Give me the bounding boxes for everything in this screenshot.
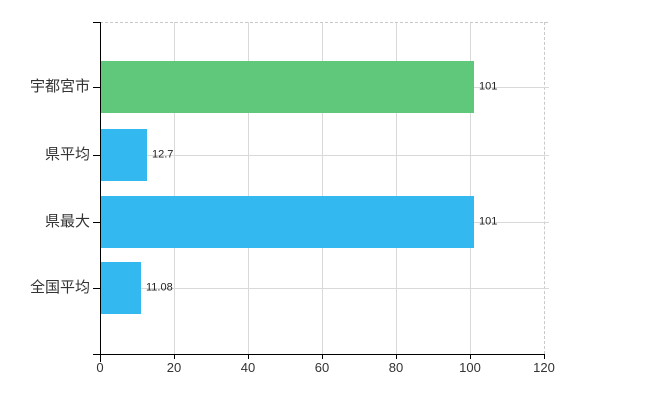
y-axis-tick xyxy=(93,87,100,88)
x-tick-label-5: 100 xyxy=(459,360,481,375)
y-axis-tick xyxy=(93,22,100,23)
bar-value-label: 12.7 xyxy=(152,148,174,161)
gridline-vertical xyxy=(470,22,471,354)
category-label-1: 県平均 xyxy=(44,146,90,163)
bar-3 xyxy=(100,262,141,314)
x-tick-label-2: 40 xyxy=(240,360,256,375)
x-axis-tick xyxy=(174,354,175,359)
x-axis-tick xyxy=(544,354,545,359)
bar-1 xyxy=(100,129,147,181)
y-axis-line xyxy=(100,22,101,362)
x-axis-tick xyxy=(470,354,471,359)
x-axis-tick xyxy=(248,354,249,359)
plot-border-top xyxy=(100,22,548,23)
x-tick-label-1: 20 xyxy=(166,360,182,375)
x-axis-tick xyxy=(396,354,397,359)
bar-value-label: 101 xyxy=(479,215,498,228)
bar-0 xyxy=(100,61,474,113)
plot-area: 101 12.7 101 11.08 xyxy=(100,22,549,354)
x-axis-tick xyxy=(322,354,323,359)
category-label-0: 宇都宮市 xyxy=(29,78,90,95)
plot-border-right xyxy=(544,22,545,354)
category-label-2: 県最大 xyxy=(44,213,90,230)
category-label-3: 全国平均 xyxy=(29,279,90,296)
gridline-horizontal xyxy=(100,288,549,289)
y-axis-tick xyxy=(93,288,100,289)
x-tick-label-0: 0 xyxy=(96,360,104,375)
x-tick-label-3: 60 xyxy=(314,360,330,375)
gridline-horizontal xyxy=(100,155,549,156)
y-axis-tick xyxy=(93,155,100,156)
gridline-vertical xyxy=(248,22,249,354)
x-axis-line xyxy=(93,354,544,355)
bar-value-label: 11.08 xyxy=(146,281,173,294)
gridline-vertical xyxy=(322,22,323,354)
x-tick-label-6: 120 xyxy=(533,360,555,375)
gridline-vertical xyxy=(174,22,175,354)
bar-2 xyxy=(100,196,474,248)
y-axis-tick xyxy=(93,222,100,223)
bar-value-label: 101 xyxy=(479,80,498,93)
x-tick-label-4: 80 xyxy=(388,360,404,375)
gridline-vertical xyxy=(396,22,397,354)
